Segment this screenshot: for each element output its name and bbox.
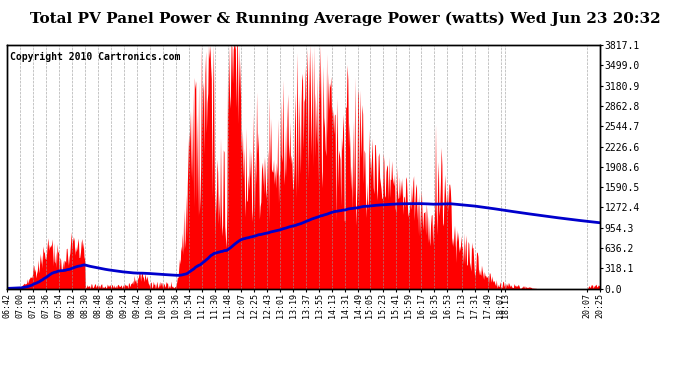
Text: Copyright 2010 Cartronics.com: Copyright 2010 Cartronics.com — [10, 53, 180, 62]
Text: Total PV Panel Power & Running Average Power (watts) Wed Jun 23 20:32: Total PV Panel Power & Running Average P… — [30, 11, 660, 26]
